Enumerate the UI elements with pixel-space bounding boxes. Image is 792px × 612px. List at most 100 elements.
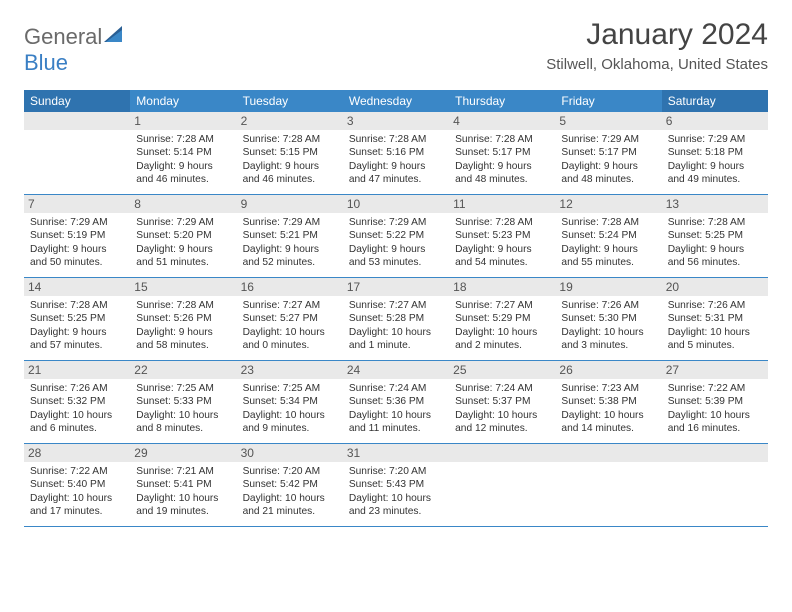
sunset-text: Sunset: 5:22 PM (349, 229, 443, 242)
logo-part1: General (24, 24, 102, 49)
day-cell: 5 Sunrise: 7:29 AMSunset: 5:17 PMDaylight… (555, 112, 661, 194)
sunrise-text: Sunrise: 7:29 AM (349, 216, 443, 229)
sunrise-text: Sunrise: 7:27 AM (243, 299, 337, 312)
day-cell: 16Sunrise: 7:27 AMSunset: 5:27 PMDayligh… (237, 278, 343, 360)
day-number (662, 444, 768, 462)
day-cell: 12 Sunrise: 7:28 AMSunset: 5:24 PMDayligh… (555, 195, 661, 277)
sunset-text: Sunset: 5:38 PM (561, 395, 655, 408)
day-cell: 4Sunrise: 7:28 AMSunset: 5:17 PMDaylight… (449, 112, 555, 194)
day-cell: 3Sunrise: 7:28 AMSunset: 5:16 PMDaylight… (343, 112, 449, 194)
sunrise-text: Sunrise: 7:28 AM (136, 133, 230, 146)
sunrise-text: Sunrise: 7:24 AM (349, 382, 443, 395)
calendar: Sunday Monday Tuesday Wednesday Thursday… (24, 90, 768, 527)
header: General Blue January 2024 Stilwell, Okla… (24, 18, 768, 76)
sunrise-text: Sunrise: 7:25 AM (243, 382, 337, 395)
daylight-text: Daylight: 9 hours and 56 minutes. (668, 243, 762, 270)
day-cell: 23Sunrise: 7:25 AMSunset: 5:34 PMDayligh… (237, 361, 343, 443)
day-info: Sunrise: 7:29 AMSunset: 5:21 PMDaylight:… (243, 216, 337, 270)
day-header-friday: Friday (555, 90, 661, 112)
day-number: 27 (662, 361, 768, 379)
daylight-text: Daylight: 9 hours and 46 minutes. (243, 160, 337, 187)
day-info: Sunrise: 7:26 AMSunset: 5:32 PMDaylight:… (30, 382, 124, 436)
day-info: Sunrise: 7:28 AMSunset: 5:14 PMDaylight:… (136, 133, 230, 187)
day-number: 15 (130, 278, 236, 296)
day-cell (449, 444, 555, 526)
day-number: 12 (555, 195, 661, 213)
day-info: Sunrise: 7:29 AMSunset: 5:17 PMDaylight:… (561, 133, 655, 187)
daylight-text: Daylight: 9 hours and 58 minutes. (136, 326, 230, 353)
daylight-text: Daylight: 10 hours and 19 minutes. (136, 492, 230, 519)
sunset-text: Sunset: 5:34 PM (243, 395, 337, 408)
daylight-text: Daylight: 10 hours and 1 minute. (349, 326, 443, 353)
daylight-text: Daylight: 10 hours and 8 minutes. (136, 409, 230, 436)
week-row: 28Sunrise: 7:22 AMSunset: 5:40 PMDayligh… (24, 444, 768, 527)
day-info: Sunrise: 7:29 AMSunset: 5:22 PMDaylight:… (349, 216, 443, 270)
sunset-text: Sunset: 5:25 PM (30, 312, 124, 325)
day-number: 19 (555, 278, 661, 296)
sunset-text: Sunset: 5:21 PM (243, 229, 337, 242)
day-number: 28 (24, 444, 130, 462)
day-number: 3 (343, 112, 449, 130)
day-number: 17 (343, 278, 449, 296)
day-cell: 30Sunrise: 7:20 AMSunset: 5:42 PMDayligh… (237, 444, 343, 526)
day-number (555, 444, 661, 462)
day-number: 7 (24, 195, 130, 213)
daylight-text: Daylight: 10 hours and 14 minutes. (561, 409, 655, 436)
day-info: Sunrise: 7:28 AMSunset: 5:23 PMDaylight:… (455, 216, 549, 270)
daylight-text: Daylight: 9 hours and 50 minutes. (30, 243, 124, 270)
day-cell: 15Sunrise: 7:28 AMSunset: 5:26 PMDayligh… (130, 278, 236, 360)
day-cell: 20Sunrise: 7:26 AMSunset: 5:31 PMDayligh… (662, 278, 768, 360)
sunset-text: Sunset: 5:20 PM (136, 229, 230, 242)
day-info: Sunrise: 7:29 AMSunset: 5:20 PMDaylight:… (136, 216, 230, 270)
sunset-text: Sunset: 5:40 PM (30, 478, 124, 491)
day-info: Sunrise: 7:29 AMSunset: 5:18 PMDaylight:… (668, 133, 762, 187)
sunrise-text: Sunrise: 7:28 AM (561, 216, 655, 229)
daylight-text: Daylight: 10 hours and 5 minutes. (668, 326, 762, 353)
sunrise-text: Sunrise: 7:24 AM (455, 382, 549, 395)
sunrise-text: Sunrise: 7:29 AM (668, 133, 762, 146)
day-header-saturday: Saturday (662, 90, 768, 112)
day-number: 30 (237, 444, 343, 462)
logo-sail-icon (104, 26, 124, 44)
daylight-text: Daylight: 9 hours and 51 minutes. (136, 243, 230, 270)
daylight-text: Daylight: 9 hours and 48 minutes. (561, 160, 655, 187)
day-info: Sunrise: 7:26 AMSunset: 5:30 PMDaylight:… (561, 299, 655, 353)
logo: General Blue (24, 24, 124, 76)
sunrise-text: Sunrise: 7:28 AM (136, 299, 230, 312)
week-row: 21Sunrise: 7:26 AMSunset: 5:32 PMDayligh… (24, 361, 768, 444)
sunset-text: Sunset: 5:33 PM (136, 395, 230, 408)
day-cell: 8Sunrise: 7:29 AMSunset: 5:20 PMDaylight… (130, 195, 236, 277)
day-cell: 1Sunrise: 7:28 AMSunset: 5:14 PMDaylight… (130, 112, 236, 194)
day-cell: 18Sunrise: 7:27 AMSunset: 5:29 PMDayligh… (449, 278, 555, 360)
day-info: Sunrise: 7:28 AMSunset: 5:15 PMDaylight:… (243, 133, 337, 187)
day-info: Sunrise: 7:27 AMSunset: 5:28 PMDaylight:… (349, 299, 443, 353)
sunset-text: Sunset: 5:17 PM (455, 146, 549, 159)
day-header-row: Sunday Monday Tuesday Wednesday Thursday… (24, 90, 768, 112)
week-row: 7Sunrise: 7:29 AMSunset: 5:19 PMDaylight… (24, 195, 768, 278)
day-number: 13 (662, 195, 768, 213)
day-number (449, 444, 555, 462)
day-info: Sunrise: 7:28 AMSunset: 5:24 PMDaylight:… (561, 216, 655, 270)
day-cell: 22Sunrise: 7:25 AMSunset: 5:33 PMDayligh… (130, 361, 236, 443)
daylight-text: Daylight: 9 hours and 49 minutes. (668, 160, 762, 187)
day-info: Sunrise: 7:27 AMSunset: 5:27 PMDaylight:… (243, 299, 337, 353)
sunset-text: Sunset: 5:23 PM (455, 229, 549, 242)
day-info: Sunrise: 7:26 AMSunset: 5:31 PMDaylight:… (668, 299, 762, 353)
sunrise-text: Sunrise: 7:28 AM (668, 216, 762, 229)
day-cell (555, 444, 661, 526)
sunrise-text: Sunrise: 7:29 AM (561, 133, 655, 146)
sunrise-text: Sunrise: 7:26 AM (561, 299, 655, 312)
sunset-text: Sunset: 5:16 PM (349, 146, 443, 159)
day-cell (662, 444, 768, 526)
month-title: January 2024 (546, 18, 768, 52)
sunrise-text: Sunrise: 7:29 AM (243, 216, 337, 229)
day-number: 5 (555, 112, 661, 130)
sunset-text: Sunset: 5:39 PM (668, 395, 762, 408)
sunrise-text: Sunrise: 7:21 AM (136, 465, 230, 478)
logo-part2: Blue (24, 50, 68, 75)
daylight-text: Daylight: 9 hours and 57 minutes. (30, 326, 124, 353)
sunset-text: Sunset: 5:24 PM (561, 229, 655, 242)
daylight-text: Daylight: 10 hours and 3 minutes. (561, 326, 655, 353)
weeks-container: 1Sunrise: 7:28 AMSunset: 5:14 PMDaylight… (24, 112, 768, 527)
day-number: 9 (237, 195, 343, 213)
